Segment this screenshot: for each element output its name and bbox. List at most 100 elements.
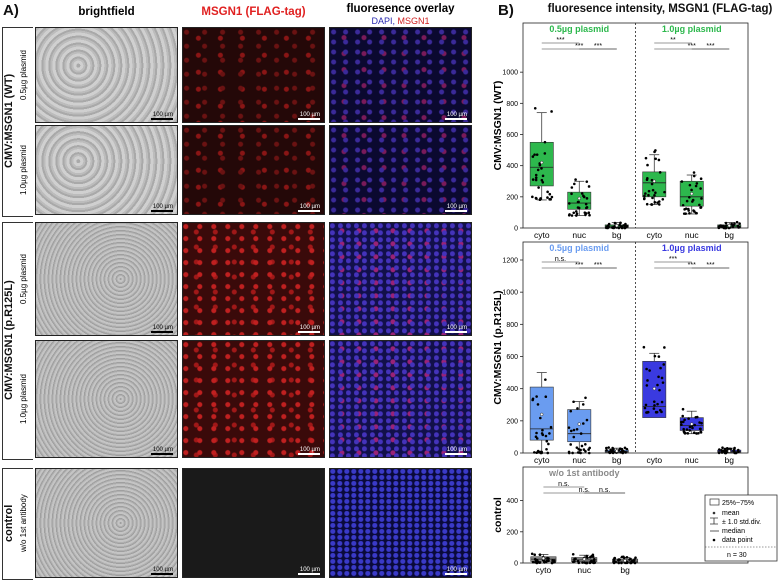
data-point xyxy=(587,185,591,188)
data-point xyxy=(643,197,646,200)
data-point xyxy=(571,552,575,556)
y-tick-label: 400 xyxy=(506,163,518,170)
subplot-title: w/o 1st antibody xyxy=(548,468,620,478)
data-point xyxy=(580,444,584,448)
legend: 25%~75% mean ± 1.0 std.div. median data … xyxy=(704,494,778,562)
data-point xyxy=(541,174,545,178)
data-point xyxy=(543,559,546,563)
tile-wt05-brightfield: 100 µm xyxy=(35,27,178,123)
data-point xyxy=(687,207,690,211)
data-point xyxy=(700,421,703,425)
significance-label: *** xyxy=(688,262,696,269)
tile-r125l05-brightfield: 100 µm xyxy=(35,222,178,336)
data-point xyxy=(643,406,647,410)
scalebar: 100 µm xyxy=(151,112,173,120)
data-point xyxy=(586,556,589,559)
group-bracket-wt xyxy=(2,27,33,217)
plot-frame xyxy=(522,22,749,229)
col-header-overlay: fluoresence overlay xyxy=(346,3,455,15)
data-point xyxy=(622,224,625,227)
data-point xyxy=(654,191,657,194)
significance-label: *** xyxy=(669,256,677,263)
data-point xyxy=(609,448,612,452)
data-point xyxy=(572,400,575,404)
data-point xyxy=(642,345,646,349)
data-point xyxy=(584,212,588,215)
mean-marker xyxy=(582,557,586,561)
group-label-control: control xyxy=(3,504,15,542)
data-point xyxy=(534,173,538,177)
data-point xyxy=(619,225,623,228)
data-point xyxy=(567,426,571,429)
data-point xyxy=(581,422,585,425)
data-point xyxy=(653,354,657,358)
data-point xyxy=(730,222,733,226)
data-point xyxy=(699,187,702,190)
data-point xyxy=(695,182,699,185)
data-point xyxy=(540,451,543,455)
data-point xyxy=(588,446,591,450)
x-tick-label: nuc xyxy=(685,455,699,465)
tile-wt10-msgn1: 100 µm xyxy=(182,125,325,215)
data-point xyxy=(572,428,576,432)
data-point xyxy=(647,189,651,193)
significance-label: n.s. xyxy=(558,481,569,488)
data-point xyxy=(545,439,549,443)
y-axis-label: CMV:MSGN1 (WT) xyxy=(492,81,504,171)
y-tick-label: 200 xyxy=(506,529,518,536)
data-point xyxy=(605,446,608,450)
data-point xyxy=(738,222,741,225)
data-point xyxy=(590,559,593,563)
data-point xyxy=(567,451,571,455)
data-point xyxy=(612,560,616,564)
y-tick-label: 600 xyxy=(506,132,518,139)
data-point xyxy=(534,561,537,564)
data-point xyxy=(656,383,659,387)
significance-label: *** xyxy=(575,43,583,50)
data-point xyxy=(646,163,649,167)
data-point xyxy=(653,150,656,154)
col-header-msgn1: MSGN1 (FLAG-tag) xyxy=(201,6,306,18)
data-point xyxy=(550,110,553,113)
x-tick-label: nuc xyxy=(577,565,591,575)
x-tick-label: nuc xyxy=(572,230,586,240)
data-point xyxy=(617,226,621,230)
data-point xyxy=(533,553,536,557)
data-point xyxy=(538,553,542,557)
mean-marker xyxy=(690,192,694,196)
data-point xyxy=(681,420,685,424)
data-point xyxy=(550,195,554,199)
data-point xyxy=(735,220,739,224)
legend-mean-label: mean xyxy=(722,510,740,517)
data-point xyxy=(692,209,695,212)
tile-r125l05-msgn1: 100 µm xyxy=(182,222,325,336)
data-point xyxy=(660,376,664,380)
data-point xyxy=(681,407,685,411)
y-tick-label: 400 xyxy=(506,498,518,505)
boxplot-figure: CMV:MSGN1 (WT) 0 200 400 600 800 1000 0.5µg pla… xyxy=(492,22,778,575)
data-point xyxy=(531,195,534,199)
data-point xyxy=(573,182,576,186)
data-point xyxy=(700,197,703,200)
scalebar: 100 µm xyxy=(298,112,320,120)
data-point xyxy=(620,561,623,565)
panel-b-title: fluoresence intensity, MSGN1 (FLAG-tag) xyxy=(547,3,773,15)
data-point xyxy=(585,206,589,209)
mean-marker xyxy=(577,196,581,201)
data-point xyxy=(643,194,646,198)
significance-label: ** xyxy=(670,37,676,44)
mean-marker xyxy=(540,412,544,417)
data-point xyxy=(694,184,698,188)
subplot-title: 0.5µg plasmid xyxy=(549,243,609,253)
data-point xyxy=(541,181,545,184)
data-point xyxy=(660,400,664,404)
data-point xyxy=(657,355,661,358)
data-point xyxy=(680,420,683,424)
msgn1-label: MSGN1 xyxy=(397,16,430,26)
y-tick-label: 0 xyxy=(514,561,518,568)
row-label-control: w/o 1st antibody xyxy=(19,494,28,552)
data-point xyxy=(681,414,685,418)
data-point xyxy=(530,552,534,556)
data-point xyxy=(573,557,576,561)
data-point xyxy=(634,556,637,559)
